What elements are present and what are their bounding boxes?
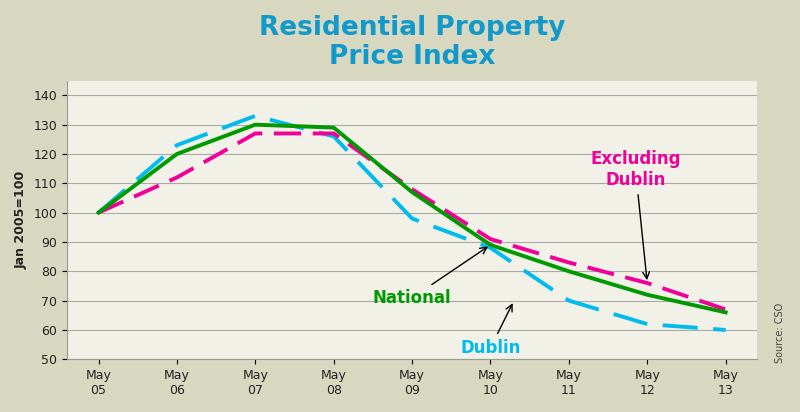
- Text: Source: CSO: Source: CSO: [775, 302, 785, 363]
- Title: Residential Property
Price Index: Residential Property Price Index: [259, 15, 566, 70]
- Text: National: National: [373, 247, 487, 307]
- Text: Dublin: Dublin: [460, 304, 521, 357]
- Y-axis label: Jan 2005=100: Jan 2005=100: [15, 171, 28, 269]
- Text: Excluding
Dublin: Excluding Dublin: [590, 150, 681, 279]
